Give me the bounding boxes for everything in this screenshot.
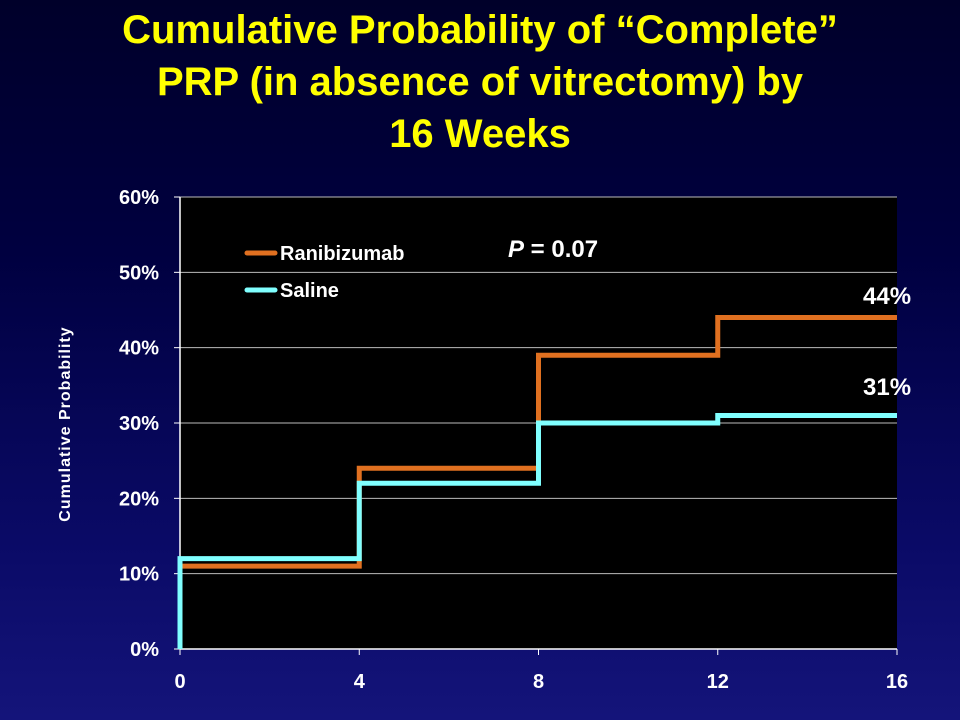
legend-label-ranibizumab: Ranibizumab bbox=[280, 243, 404, 265]
x-axis-ticks: 0 4 8 12 16 bbox=[174, 649, 908, 693]
x-tick-label: 0 bbox=[174, 671, 185, 693]
y-tick-label: 30% bbox=[119, 413, 159, 435]
p-value-symbol: P bbox=[508, 236, 525, 263]
title-line-3: 16 Weeks bbox=[389, 112, 571, 156]
y-tick-label: 0% bbox=[130, 639, 159, 661]
p-value-text: = 0.07 bbox=[524, 236, 598, 263]
x-tick-label: 8 bbox=[533, 671, 544, 693]
title-line-1: Cumulative Probability of “Complete” bbox=[122, 8, 838, 52]
y-tick-label: 20% bbox=[119, 488, 159, 510]
series-line-saline bbox=[177, 412, 897, 649]
legend: Ranibizumab Saline bbox=[244, 243, 404, 302]
y-axis-ticks: 0% 10% 20% 30% 40% 50% 60% bbox=[119, 187, 180, 661]
x-tick-label: 16 bbox=[886, 671, 908, 693]
x-tick-label: 4 bbox=[354, 671, 366, 693]
end-label-saline: 31% bbox=[863, 374, 911, 401]
y-tick-label: 60% bbox=[119, 187, 159, 209]
y-tick-label: 10% bbox=[119, 564, 159, 586]
gridlines bbox=[180, 196, 897, 575]
x-tick-label: 12 bbox=[707, 671, 729, 693]
title-line-2: PRP (in absence of vitrectomy) by bbox=[156, 60, 804, 104]
end-label-ranibizumab: 44% bbox=[863, 283, 911, 310]
legend-label-saline: Saline bbox=[280, 280, 339, 302]
y-tick-label: 50% bbox=[119, 262, 159, 284]
series-layer bbox=[177, 315, 897, 649]
slide-title: Cumulative Probability of “Complete” PRP… bbox=[0, 4, 960, 160]
p-value-annotation: P = 0.07 bbox=[508, 236, 598, 263]
y-axis-label: Cumulative Probability bbox=[57, 326, 74, 521]
y-tick-label: 40% bbox=[119, 338, 159, 360]
